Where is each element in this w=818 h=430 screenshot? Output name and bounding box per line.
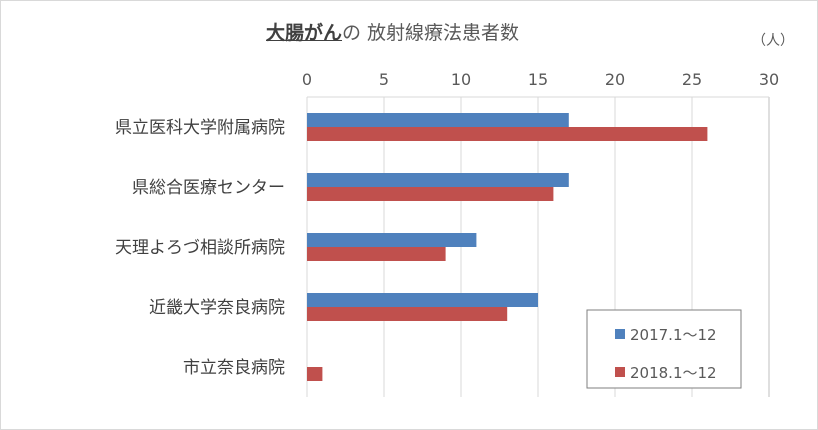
x-tick-label: 10 bbox=[451, 70, 471, 89]
x-tick-label: 30 bbox=[759, 70, 779, 89]
x-tick-label: 25 bbox=[682, 70, 702, 89]
bar-2018 bbox=[307, 367, 323, 381]
category-label: 県立医科大学附属病院 bbox=[115, 118, 285, 138]
x-tick-label: 15 bbox=[528, 70, 548, 89]
legend-label: 2017.1～12 bbox=[630, 326, 717, 344]
bar-2017 bbox=[307, 233, 477, 247]
title-highlight: 大腸がん bbox=[266, 22, 343, 44]
legend-box bbox=[586, 309, 742, 389]
legend-label: 2018.1～12 bbox=[630, 364, 717, 382]
chart-title: 大腸がんの 放射線療法患者数 bbox=[266, 18, 519, 45]
legend-swatch bbox=[615, 329, 625, 339]
bar-2017 bbox=[307, 173, 569, 187]
x-tick-label: 5 bbox=[379, 70, 389, 89]
x-tick-label: 0 bbox=[302, 70, 312, 89]
category-label: 県総合医療センター bbox=[132, 178, 285, 198]
category-label: 市立奈良病院 bbox=[183, 358, 285, 378]
title-rest: の 放射線療法患者数 bbox=[342, 22, 520, 44]
bar-2018 bbox=[307, 307, 508, 321]
legend-swatch bbox=[615, 367, 625, 377]
bar-2017 bbox=[307, 293, 538, 307]
bar-2018 bbox=[307, 127, 708, 141]
category-label: 近畿大学奈良病院 bbox=[149, 298, 285, 318]
category-label: 天理よろづ相談所病院 bbox=[115, 238, 285, 258]
x-tick-label: 20 bbox=[605, 70, 625, 89]
bar-2017 bbox=[307, 113, 569, 127]
bar-2018 bbox=[307, 247, 446, 261]
bar-2018 bbox=[307, 187, 554, 201]
unit-label: （人） bbox=[752, 33, 794, 49]
